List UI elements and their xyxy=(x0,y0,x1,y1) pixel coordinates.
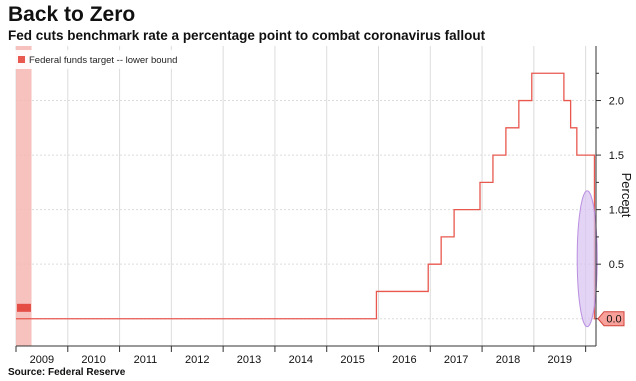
chart-title: Back to Zero xyxy=(8,3,136,26)
x-tick-label: 2011 xyxy=(134,354,158,366)
legend: Federal funds target -- lower bound xyxy=(14,50,192,69)
y-tick-layer: 0.5 1.0 1.5 2.0 xyxy=(595,46,624,346)
y-tick-label: 1.0 xyxy=(609,205,624,217)
series-line-layer xyxy=(16,72,598,328)
y-tick-label: 2.0 xyxy=(609,96,624,108)
last-value-tag-label: 0.0 xyxy=(606,314,621,326)
x-tick-label: 2012 xyxy=(185,354,209,366)
x-tick-label: 2018 xyxy=(496,354,520,366)
highlight-band xyxy=(16,46,32,346)
highlight-band-layer xyxy=(16,46,32,346)
grid-layer xyxy=(15,46,596,346)
x-tick-label: 2014 xyxy=(289,354,313,366)
x-tick-label: 2019 xyxy=(548,354,572,366)
x-tick-layer: 2009 2010 2011 2012 2013 2014 2015 2016 2017 2018… xyxy=(15,345,596,366)
source-note: Source: Federal Reserve xyxy=(8,367,126,378)
legend-swatch xyxy=(18,56,25,63)
series-line xyxy=(16,72,596,320)
legend-box xyxy=(14,50,192,69)
x-tick-label: 2009 xyxy=(30,354,54,366)
y-tick-label: 0.5 xyxy=(609,259,624,271)
x-tick-label: 2016 xyxy=(392,354,416,366)
last-value-tag: 0.0 xyxy=(597,311,625,327)
chart-subtitle: Fed cuts benchmark rate a percentage poi… xyxy=(8,28,486,43)
x-tick-label: 2015 xyxy=(340,354,364,366)
y-axis-label: Percent xyxy=(619,173,634,218)
last-value-tag-shape xyxy=(597,311,625,327)
x-tick-label: 2013 xyxy=(237,354,261,366)
start-marker xyxy=(17,303,31,312)
highlight-ellipse xyxy=(576,190,598,328)
x-tick-label: 2010 xyxy=(81,354,105,366)
x-tick-label: 2017 xyxy=(444,354,468,366)
legend-label: Federal funds target -- lower bound xyxy=(29,55,177,66)
y-tick-label: 1.5 xyxy=(609,150,624,162)
